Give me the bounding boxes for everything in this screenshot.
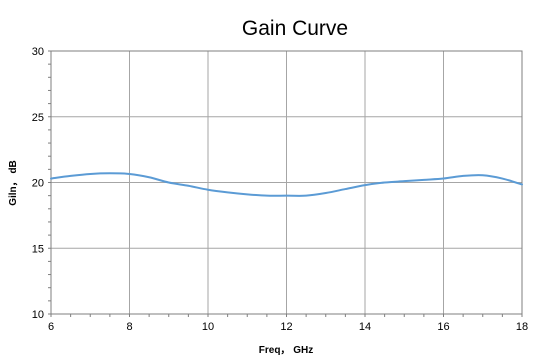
chart-title: Gain Curve [242, 17, 348, 40]
x-tick-label: 14 [359, 321, 371, 333]
x-tick-label: 8 [126, 321, 132, 333]
x-tick-label: 10 [202, 321, 214, 333]
y-tick-label: 15 [32, 243, 44, 255]
plot-area-frame [50, 50, 523, 315]
x-tick-label: 16 [437, 321, 449, 333]
y-tick-label: 10 [32, 309, 44, 321]
x-tick-label: 18 [516, 321, 528, 333]
y-tick-label: 30 [32, 46, 44, 58]
y-tick-labels: 10 15 20 25 30 [32, 46, 44, 321]
minor-ticks [48, 50, 523, 317]
gain-series-line [50, 172, 523, 197]
x-tick-label: 12 [280, 321, 292, 333]
x-tick-labels: 6 8 10 12 14 16 18 [48, 321, 528, 333]
y-axis-label: Giln， dB [8, 160, 19, 206]
x-tick-label: 6 [48, 321, 54, 333]
y-tick-label: 25 [32, 112, 44, 124]
grid-lines [51, 51, 522, 314]
x-axis-label: Freq， GHz [259, 345, 313, 356]
y-tick-label: 20 [32, 178, 44, 190]
